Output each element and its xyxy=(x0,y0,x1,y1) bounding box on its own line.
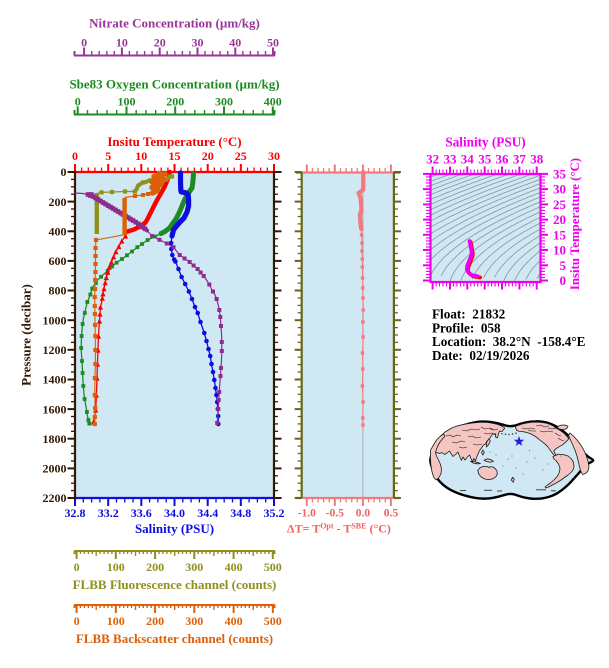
svg-text:100: 100 xyxy=(118,95,136,109)
svg-text:15: 15 xyxy=(553,227,567,242)
svg-text:Pressure (decibar): Pressure (decibar) xyxy=(19,284,34,386)
svg-text:1000: 1000 xyxy=(43,313,67,327)
svg-text:1200: 1200 xyxy=(43,343,67,357)
svg-text:34.0: 34.0 xyxy=(164,506,185,520)
svg-text:Float: 21832: Float: 21832 xyxy=(432,307,506,322)
svg-text:35: 35 xyxy=(553,166,567,181)
svg-text:500: 500 xyxy=(264,614,282,628)
svg-text:2000: 2000 xyxy=(43,462,67,476)
svg-text:32.8: 32.8 xyxy=(65,506,86,520)
svg-text:33.6: 33.6 xyxy=(131,506,152,520)
svg-text:800: 800 xyxy=(49,284,67,298)
svg-text:300: 300 xyxy=(185,560,203,574)
svg-text:Sbe83 Oxygen Concentration (µm: Sbe83 Oxygen Concentration (µm/kg) xyxy=(69,77,279,92)
svg-text:200: 200 xyxy=(146,614,164,628)
svg-text:100: 100 xyxy=(107,560,125,574)
svg-text:FLBB Fluorescence channel (cou: FLBB Fluorescence channel (counts) xyxy=(73,577,277,592)
svg-text:ΔT= TOpt - TSBE (°C): ΔT= TOpt - TSBE (°C) xyxy=(287,522,391,536)
svg-text:400: 400 xyxy=(49,225,67,239)
svg-text:Insitu Temperature (°C): Insitu Temperature (°C) xyxy=(107,134,241,149)
svg-text:34.8: 34.8 xyxy=(230,506,251,520)
svg-text:33: 33 xyxy=(444,152,458,167)
svg-text:40: 40 xyxy=(229,36,241,50)
svg-text:34: 34 xyxy=(461,152,475,167)
svg-text:0.5: 0.5 xyxy=(384,508,399,520)
svg-text:32: 32 xyxy=(426,152,439,167)
svg-text:0: 0 xyxy=(75,95,81,109)
svg-text:0: 0 xyxy=(560,273,567,288)
svg-text:400: 400 xyxy=(225,560,243,574)
svg-text:0: 0 xyxy=(74,560,80,574)
svg-text:33.2: 33.2 xyxy=(98,506,119,520)
svg-text:25: 25 xyxy=(553,197,567,212)
svg-text:Nitrate Concentration (µm/kg): Nitrate Concentration (µm/kg) xyxy=(89,16,260,31)
svg-text:30: 30 xyxy=(192,36,204,50)
svg-text:35.2: 35.2 xyxy=(264,506,285,520)
svg-text:1400: 1400 xyxy=(43,373,67,387)
svg-text:2200: 2200 xyxy=(43,491,67,505)
svg-text:Insitu Temperature (°C): Insitu Temperature (°C) xyxy=(568,158,582,290)
svg-text:100: 100 xyxy=(107,614,125,628)
svg-text:300: 300 xyxy=(185,614,203,628)
svg-text:0: 0 xyxy=(74,614,80,628)
svg-text:300: 300 xyxy=(215,95,233,109)
svg-text:500: 500 xyxy=(264,560,282,574)
svg-text:200: 200 xyxy=(146,560,164,574)
svg-text:Date: 02/19/2026: Date: 02/19/2026 xyxy=(432,348,530,363)
svg-text:0: 0 xyxy=(81,36,87,50)
svg-text:FLBB Backscatter channel (coun: FLBB Backscatter channel (counts) xyxy=(76,631,273,646)
svg-text:30: 30 xyxy=(553,182,566,197)
svg-text:Salinity (PSU): Salinity (PSU) xyxy=(135,521,214,536)
svg-text:34.4: 34.4 xyxy=(197,506,218,520)
svg-text:1600: 1600 xyxy=(43,402,67,416)
svg-text:-0.5: -0.5 xyxy=(326,508,344,520)
svg-text:35: 35 xyxy=(478,152,492,167)
svg-text:1800: 1800 xyxy=(43,432,67,446)
svg-text:30: 30 xyxy=(268,149,280,163)
svg-text:10: 10 xyxy=(116,36,128,50)
svg-text:5: 5 xyxy=(560,258,567,273)
svg-text:400: 400 xyxy=(225,614,243,628)
svg-text:20: 20 xyxy=(553,212,566,227)
svg-text:Profile: 058: Profile: 058 xyxy=(432,320,501,335)
svg-text:0: 0 xyxy=(72,149,78,163)
svg-text:400: 400 xyxy=(264,95,282,109)
svg-text:Salinity (PSU): Salinity (PSU) xyxy=(445,135,525,150)
svg-text:50: 50 xyxy=(267,36,279,50)
svg-text:38: 38 xyxy=(530,152,544,167)
svg-text:200: 200 xyxy=(166,95,184,109)
svg-text:20: 20 xyxy=(154,36,166,50)
svg-text:0.0: 0.0 xyxy=(356,508,371,520)
svg-text:20: 20 xyxy=(202,149,214,163)
svg-text:600: 600 xyxy=(49,254,67,268)
svg-text:Location: 38.2°N -158.4°E: Location: 38.2°N -158.4°E xyxy=(432,334,586,349)
svg-text:0: 0 xyxy=(61,165,67,179)
svg-text:37: 37 xyxy=(513,152,527,167)
svg-text:200: 200 xyxy=(49,195,67,209)
svg-text:36: 36 xyxy=(496,152,510,167)
svg-text:10: 10 xyxy=(135,149,147,163)
svg-text:-1.0: -1.0 xyxy=(298,508,316,520)
svg-text:10: 10 xyxy=(553,243,566,258)
svg-text:15: 15 xyxy=(169,149,181,163)
svg-text:25: 25 xyxy=(235,149,247,163)
svg-text:5: 5 xyxy=(105,149,111,163)
